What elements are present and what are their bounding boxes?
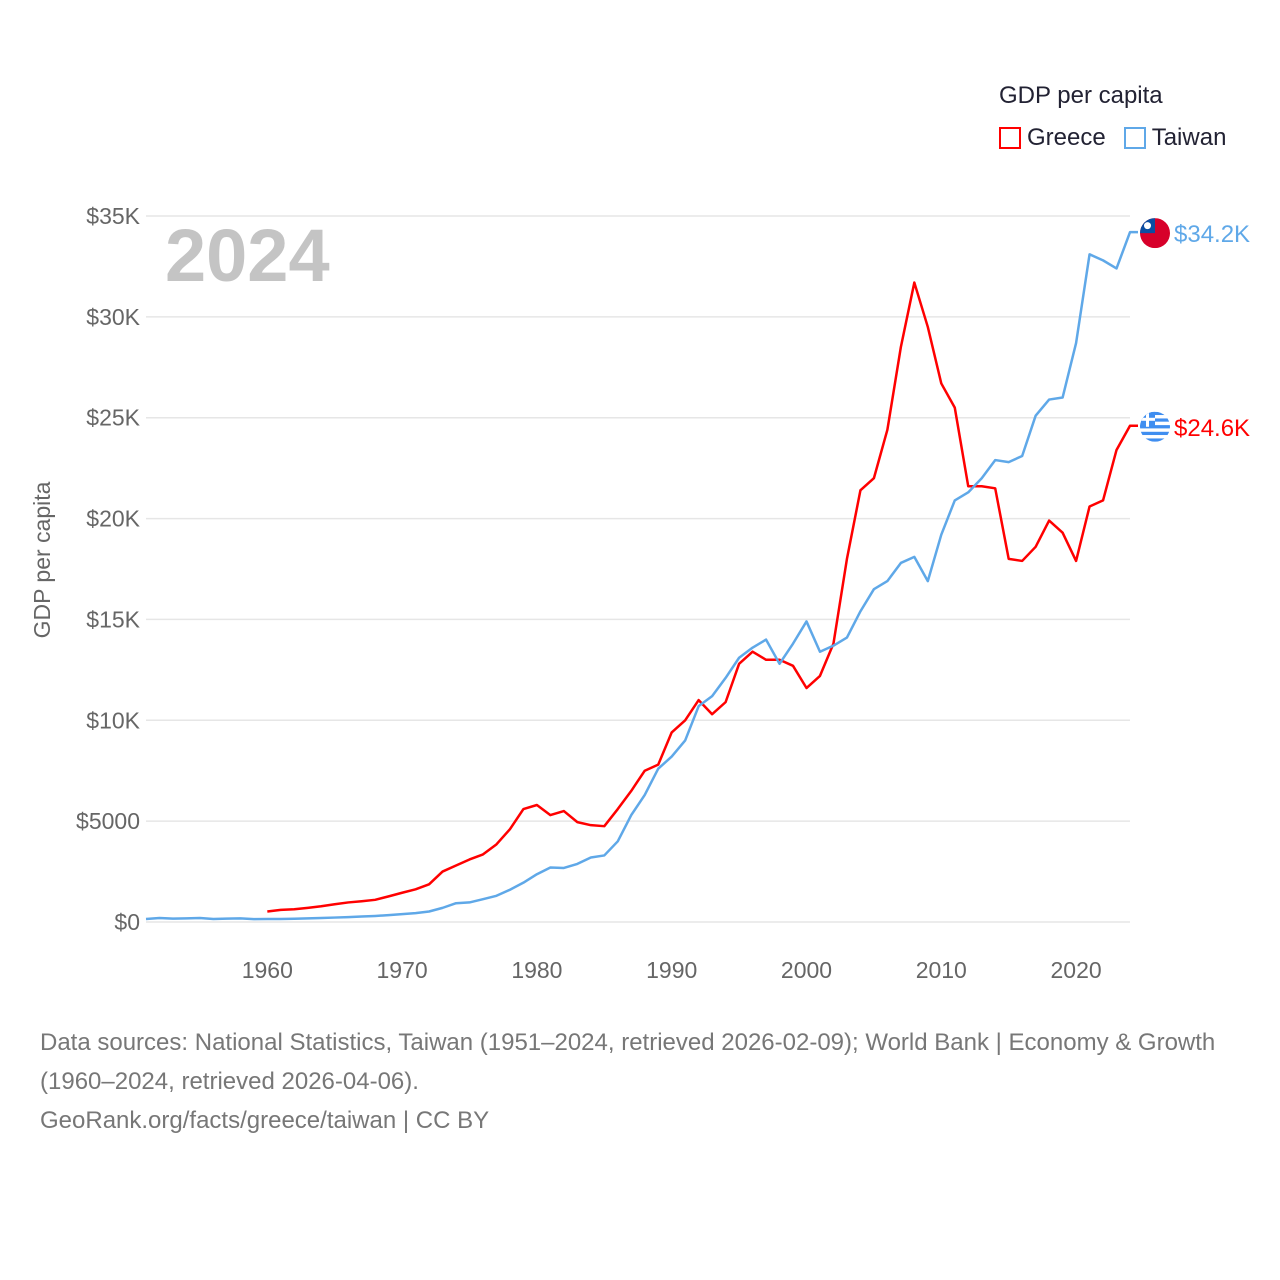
y-tick-label: $35K <box>86 203 140 229</box>
legend-label-greece: Greece <box>1027 124 1106 151</box>
greece-flag-icon <box>1140 411 1170 442</box>
y-tick-label: $0 <box>114 909 140 935</box>
x-tick-label: 1980 <box>511 957 562 983</box>
legend-title: GDP per capita <box>999 82 1163 109</box>
y-tick-label: $20K <box>86 506 140 532</box>
legend-label-taiwan: Taiwan <box>1151 124 1227 151</box>
legend-item-greece[interactable]: Greece <box>999 124 1106 152</box>
series-line-taiwan <box>145 230 1138 921</box>
x-tick-label: 1970 <box>377 957 428 983</box>
year-watermark: 2024 <box>165 214 330 297</box>
end-label-taiwan: $34.2K <box>1174 221 1250 248</box>
x-tick-label: 1960 <box>242 957 293 983</box>
y-axis-label: GDP per capita <box>29 481 55 638</box>
series-line-greece <box>267 281 1138 913</box>
taiwan-swatch <box>1123 127 1146 149</box>
y-tick-label: $10K <box>86 707 140 733</box>
x-tick-label: 2010 <box>916 957 967 983</box>
x-tick-label: 2000 <box>781 957 832 983</box>
x-tick-label: 2020 <box>1050 957 1101 983</box>
y-tick-label: $30K <box>86 304 140 330</box>
x-tick-label: 1990 <box>646 957 697 983</box>
legend-item-taiwan[interactable]: Taiwan <box>1123 124 1227 152</box>
taiwan-flag-icon <box>1140 218 1170 249</box>
y-tick-label: $25K <box>86 405 140 431</box>
data-sources: Data sources: National Statistics, Taiwa… <box>40 1029 1216 1095</box>
greece-swatch <box>999 127 1021 149</box>
y-tick-label: $15K <box>86 606 140 632</box>
y-tick-label: $5000 <box>76 808 140 834</box>
end-label-greece: $24.6K <box>1174 415 1250 442</box>
source-link[interactable]: GeoRank.org/facts/greece/taiwan | CC BY <box>40 1107 490 1134</box>
legend: Greece Taiwan <box>999 124 1226 152</box>
footer: Data sources: National Statistics, Taiwa… <box>40 1023 1240 1140</box>
